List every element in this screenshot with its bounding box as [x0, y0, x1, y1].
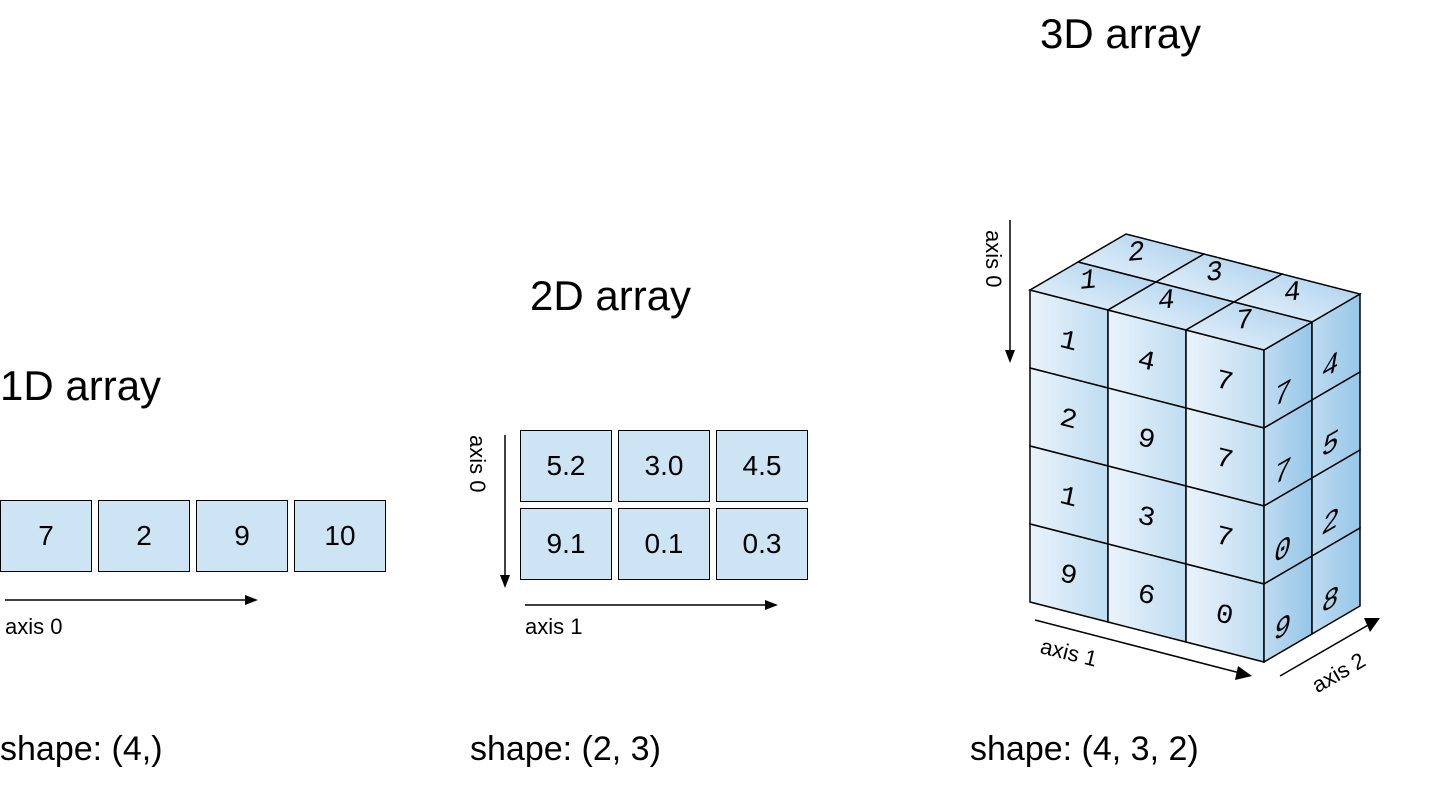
cell-2d-0-0: 5.2	[520, 430, 612, 502]
cell-1d-2: 9	[196, 500, 288, 572]
cell-2d-1-2: 0.3	[716, 508, 808, 580]
shape-1d: shape: (4,)	[0, 730, 163, 769]
iso-t-0-2: 7	[1235, 305, 1254, 337]
iso-f-2-0: 1	[1060, 481, 1077, 516]
array-3d	[960, 120, 1430, 690]
iso-t-1-1: 3	[1205, 257, 1224, 289]
iso-f-0-0: 1	[1060, 325, 1077, 360]
iso-f-2-1: 3	[1138, 501, 1155, 536]
cell-2d-1-1: 0.1	[618, 508, 710, 580]
axis0-label-2d: axis 0	[464, 435, 490, 492]
axis0-arrow-1d	[0, 585, 260, 615]
iso-f-3-2: 0	[1216, 599, 1233, 634]
axis0-label-3d: axis 0	[980, 230, 1006, 287]
cell-2d-1-0: 9.1	[520, 508, 612, 580]
iso-t-0-0: 1	[1079, 265, 1098, 297]
iso-f-3-0: 9	[1060, 559, 1077, 594]
cell-2d-0-1: 3.0	[618, 430, 710, 502]
iso-f-1-0: 2	[1060, 403, 1077, 438]
cell-1d-1: 2	[98, 500, 190, 572]
cell-1d-0: 7	[0, 500, 92, 572]
iso-t-1-0: 2	[1127, 237, 1146, 269]
iso-t-0-1: 4	[1157, 285, 1176, 317]
shape-3d: shape: (4, 3, 2)	[970, 730, 1199, 769]
axis0-arrow-2d	[490, 430, 520, 590]
iso-t-1-2: 4	[1283, 277, 1302, 309]
iso-f-2-2: 7	[1216, 521, 1233, 556]
iso-f-3-1: 6	[1138, 579, 1155, 614]
axis0-label-1d: axis 0	[5, 614, 62, 640]
iso-f-1-2: 7	[1216, 443, 1233, 478]
title-1d: 1D array	[0, 362, 161, 410]
iso-f-0-2: 7	[1216, 365, 1233, 400]
axis1-label-2d: axis 1	[525, 614, 582, 640]
cell-1d-3: 10	[294, 500, 386, 572]
iso-f-1-1: 9	[1138, 423, 1155, 458]
iso-f-0-1: 4	[1138, 345, 1155, 380]
title-2d: 2D array	[530, 272, 691, 320]
cell-2d-0-2: 4.5	[716, 430, 808, 502]
shape-2d: shape: (2, 3)	[470, 730, 661, 769]
title-3d: 3D array	[1040, 10, 1201, 58]
